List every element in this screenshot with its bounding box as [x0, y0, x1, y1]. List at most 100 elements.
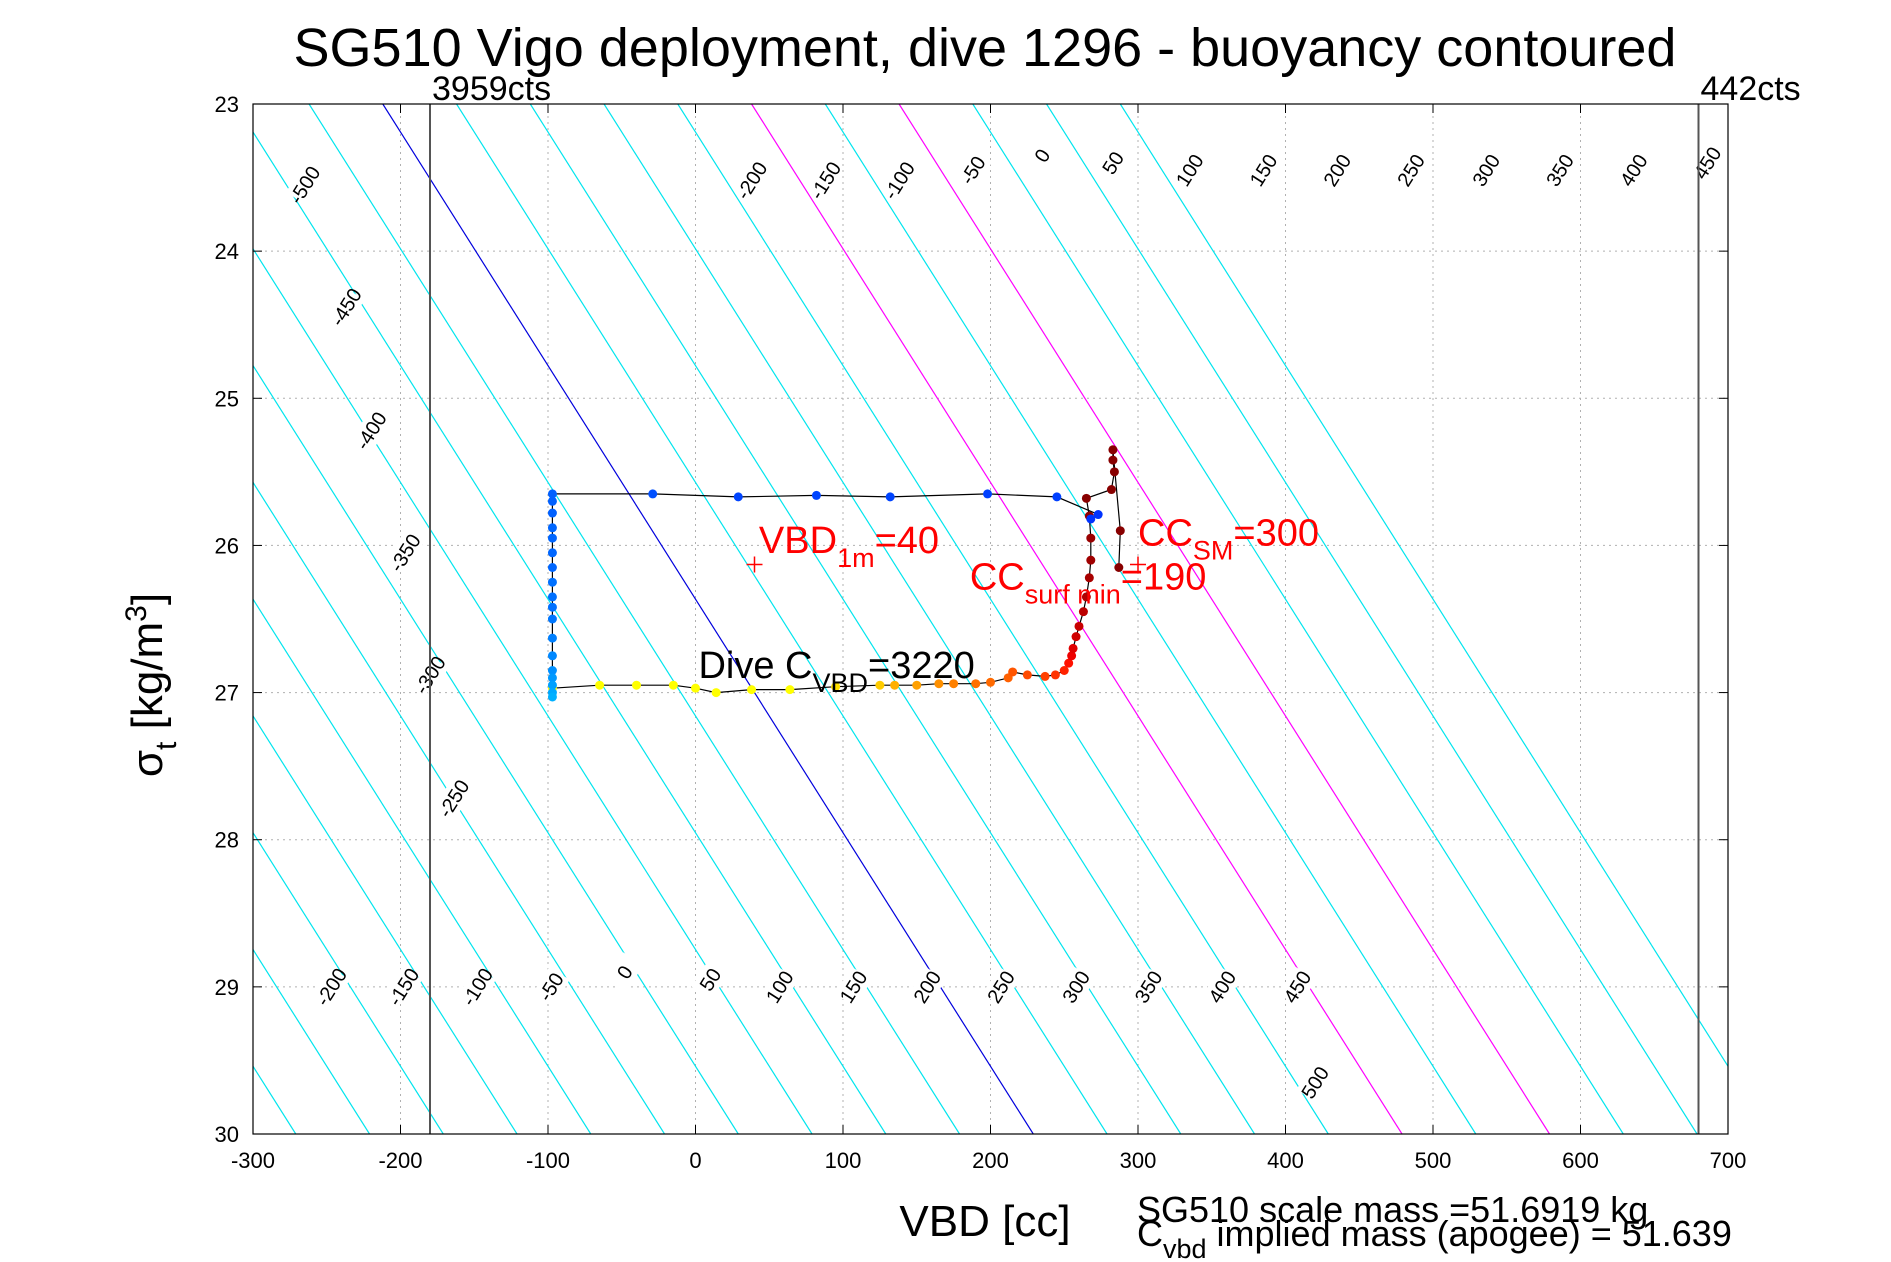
contour-label-bg	[606, 952, 644, 993]
climb-track-point	[547, 563, 557, 572]
x-tick-label: 0	[689, 1148, 701, 1173]
buoyancy-contour-line	[824, 104, 1477, 1134]
chart-title: SG510 Vigo deployment, dive 1296 - buoya…	[294, 18, 1677, 78]
contour-label-bg	[312, 966, 350, 1007]
implied-mass-text: implied mass (apogee) = 51.639	[1207, 1213, 1732, 1254]
buoyancy-contour-line	[898, 104, 1551, 1134]
plot-area: -500-450-400-350-300-250-200 -150 -100 -50 0…	[215, 70, 1801, 1173]
implied-mass-subscript: vbd	[1163, 1234, 1207, 1262]
dive-track-point	[890, 680, 900, 690]
annotation-value: =3220	[868, 645, 975, 687]
x-tick-label: 500	[1415, 1148, 1452, 1173]
implied-mass-symbol: C	[1137, 1213, 1163, 1254]
y-tick-label: 30	[215, 1122, 239, 1147]
buoyancy-contour-line	[529, 104, 1182, 1134]
y-tick-label: 26	[215, 533, 239, 558]
dive-track-point	[1115, 526, 1125, 536]
contour-label-bg	[1129, 966, 1168, 1007]
dive-track-point	[1040, 671, 1050, 681]
y-axis-label-close: ]	[123, 593, 172, 605]
contour-label-bg	[1094, 142, 1132, 183]
buoyancy-contour-line	[253, 948, 371, 1134]
annotation-main: CC	[1138, 512, 1193, 554]
climb-track-point	[547, 548, 557, 558]
annotation-main: VBD	[759, 520, 837, 562]
contour-label-bg	[1278, 966, 1316, 1007]
contour-label-bg	[285, 164, 324, 205]
climb-track-point	[547, 673, 557, 683]
climb-track-point	[547, 533, 557, 543]
annotation-subscript: 1m	[837, 543, 875, 573]
dive-track-point	[1022, 670, 1032, 680]
contour-label-bg	[1203, 966, 1241, 1007]
dive-track-point	[711, 688, 721, 698]
count-line-label: 3959cts	[432, 70, 551, 108]
buoyancy-contour-line	[382, 104, 1034, 1134]
buoyancy-contour-line	[308, 104, 961, 1134]
x-tick-label: -300	[231, 1148, 275, 1173]
climb-track-point	[547, 496, 557, 506]
y-axis-label-symbol: σ	[123, 750, 172, 777]
dive-track-point	[971, 679, 981, 689]
dive-track-point	[1064, 658, 1074, 668]
climb-track-point	[547, 489, 557, 499]
climb-track-point	[547, 508, 557, 518]
dive-track-point	[1108, 455, 1118, 465]
dive-track-point	[1114, 563, 1124, 572]
climb-track-point	[547, 633, 557, 643]
annotation-value: =190	[1121, 557, 1207, 599]
dive-track-point	[1071, 632, 1081, 642]
y-tick-label: 25	[215, 386, 239, 411]
contour-label-bg	[691, 959, 729, 1000]
buoyancy-contours	[253, 104, 1728, 1134]
dive-track-point	[1008, 667, 1018, 677]
annotation-subscript: SM	[1193, 535, 1234, 565]
climb-track-point	[811, 490, 821, 500]
climb-track-point	[885, 492, 895, 502]
climb-track-point	[547, 523, 557, 533]
contour-label-bg	[327, 287, 365, 327]
contour-label-bg	[954, 150, 992, 191]
annotation-ccsm: CCSM=300	[1138, 512, 1319, 565]
buoyancy-contour-line	[677, 104, 1329, 1134]
contour-label-bg	[386, 532, 424, 573]
dive-track-point	[1081, 592, 1091, 602]
buoyancy-contour-line	[253, 831, 444, 1134]
contour-label-bg	[1170, 150, 1209, 191]
climb-track-point	[547, 651, 557, 661]
x-tick-label: 300	[1120, 1148, 1157, 1173]
dive-track-point	[747, 685, 757, 695]
buoyancy-contour-line	[972, 104, 1624, 1134]
dive-track-point	[785, 685, 795, 695]
dive-track-point	[1074, 621, 1084, 631]
climb-track-point	[733, 492, 743, 502]
buoyancy-contour-line	[253, 714, 518, 1134]
implied-mass-note: Cvbd implied mass (apogee) = 51.639	[1137, 1213, 1732, 1262]
buoyancy-contour-line	[253, 130, 887, 1134]
climb-track-point	[547, 692, 557, 702]
annotation-marker	[1130, 556, 1146, 573]
contour-label-bg	[834, 966, 873, 1007]
annotation-ccsurf: CCsurf min=190	[970, 557, 1207, 610]
climb-track-point	[983, 489, 993, 499]
contour-label-bg	[532, 966, 570, 1007]
y-axis-label: σt [kg/m3]	[120, 593, 183, 777]
dive-track-point	[986, 677, 995, 687]
contour-label-bg	[1541, 150, 1579, 191]
contour-label-bg	[458, 966, 496, 1007]
y-tick-label: 24	[215, 239, 239, 264]
x-tick-label: 200	[972, 1148, 1009, 1173]
y-tick-label: 29	[215, 975, 239, 1000]
dive-track-point	[1050, 670, 1060, 680]
dive-track-point	[632, 680, 641, 690]
y-axis-label-superscript: 3	[120, 605, 153, 622]
dive-track-point	[691, 683, 700, 693]
climb-track-point	[547, 592, 557, 602]
contour-label-bg	[434, 778, 473, 819]
dive-track-point	[1106, 485, 1116, 495]
climb-track-point	[547, 614, 557, 624]
buoyancy-contour-line	[1119, 104, 1728, 1068]
count-line-label: 442cts	[1701, 70, 1801, 108]
annotation-divec: Dive CVBD=3220	[698, 645, 974, 698]
